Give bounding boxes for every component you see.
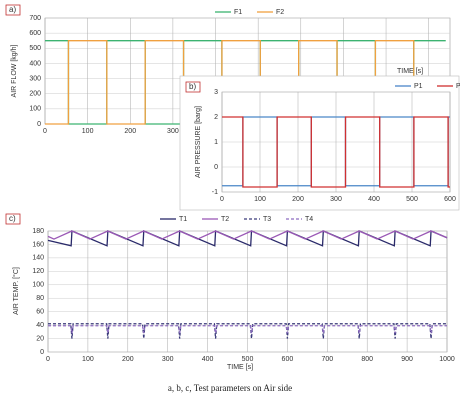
x-tick-label: 200 xyxy=(124,128,136,135)
x-tick-label: 800 xyxy=(361,356,373,363)
x-tick-label: 0 xyxy=(43,128,47,135)
chart-b: -101230100200300400500600P1P2b)AIR PRESS… xyxy=(179,75,460,211)
x-tick-label: 600 xyxy=(444,196,456,203)
x-tick-label: 300 xyxy=(167,128,179,135)
y-tick-label: 100 xyxy=(29,106,41,113)
x-axis-label: TIME [s] xyxy=(227,364,253,371)
legend-label: T1 xyxy=(179,216,187,223)
panel-label-box xyxy=(5,213,21,225)
x-tick-label: 100 xyxy=(82,356,94,363)
x-tick-label: 0 xyxy=(46,356,50,363)
x-tick-label: 500 xyxy=(242,356,254,363)
y-tick-label: 120 xyxy=(32,268,44,275)
legend-label: F1 xyxy=(234,9,242,16)
x-tick-label: 700 xyxy=(321,356,333,363)
panel-label: b) xyxy=(189,82,196,91)
y-tick-label: 3 xyxy=(214,89,218,96)
y-tick-label: 0 xyxy=(40,349,44,356)
x-axis-label: TIME [s] xyxy=(397,68,423,75)
y-tick-label: 300 xyxy=(29,75,41,82)
y-axis-label: AIR FLOW [kg/h] xyxy=(11,44,18,97)
legend-label: F2 xyxy=(276,9,284,16)
x-tick-label: 600 xyxy=(282,356,294,363)
y-tick-label: 60 xyxy=(36,309,44,316)
x-tick-label: 400 xyxy=(368,196,380,203)
panel-label: c) xyxy=(9,214,16,223)
data-line xyxy=(48,325,447,334)
x-tick-label: 100 xyxy=(82,128,94,135)
y-tick-label: 140 xyxy=(32,255,44,262)
y-axis-label: AIR TEMP. [°C] xyxy=(12,267,20,315)
x-tick-label: 1000 xyxy=(439,356,455,363)
legend-label: T3 xyxy=(263,216,271,223)
y-tick-label: 0 xyxy=(37,121,41,128)
panel-label-box xyxy=(185,81,201,93)
y-tick-label: 20 xyxy=(36,335,44,342)
y-tick-label: 0 xyxy=(214,164,218,171)
x-tick-label: 100 xyxy=(254,196,266,203)
x-tick-label: 200 xyxy=(122,356,134,363)
x-tick-label: 300 xyxy=(162,356,174,363)
legend-label: P2 xyxy=(456,83,460,90)
y-tick-label: 400 xyxy=(29,60,41,67)
data-line xyxy=(47,230,448,247)
x-tick-label: 300 xyxy=(330,196,342,203)
y-tick-label: 160 xyxy=(32,241,44,248)
panel-label-box xyxy=(5,4,21,16)
y-tick-label: 500 xyxy=(29,45,41,52)
y-tick-label: 40 xyxy=(36,322,44,329)
data-line xyxy=(47,230,448,240)
y-tick-label: 200 xyxy=(29,91,41,98)
legend-label: P1 xyxy=(414,83,423,90)
y-tick-label: 600 xyxy=(29,30,41,37)
y-tick-label: 180 xyxy=(32,228,44,235)
y-axis-label: AIR PRESSURE [barg] xyxy=(195,106,202,178)
data-line xyxy=(222,116,450,188)
caption: a, b, c, Test parameters on Air side xyxy=(168,383,292,393)
y-tick-label: -1 xyxy=(212,189,218,196)
y-tick-label: 80 xyxy=(36,295,44,302)
legend-label: T2 xyxy=(221,216,229,223)
x-tick-label: 400 xyxy=(202,356,214,363)
y-tick-label: 1 xyxy=(214,139,218,146)
x-tick-label: 0 xyxy=(220,196,224,203)
y-tick-label: 700 xyxy=(29,15,41,22)
panel-label: a) xyxy=(9,5,16,14)
x-tick-label: 200 xyxy=(292,196,304,203)
chart-c: 0 20 40 60 80 100 120 140 160 180 0 100 200 300 400 500… xyxy=(5,213,455,371)
y-tick-label: 100 xyxy=(32,282,44,289)
x-tick-label: 500 xyxy=(406,196,418,203)
x-tick-label: 900 xyxy=(401,356,413,363)
legend-label: T4 xyxy=(305,216,313,223)
y-tick-label: 2 xyxy=(214,114,218,121)
